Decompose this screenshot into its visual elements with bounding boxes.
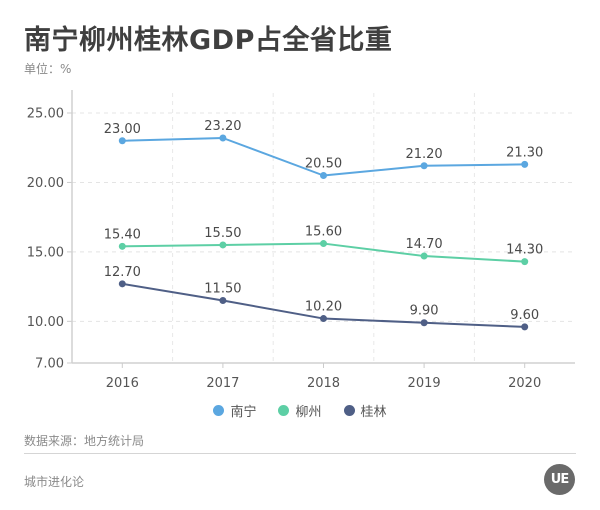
x-tick-label: 2019 xyxy=(408,376,441,391)
data-point xyxy=(118,280,126,288)
data-point xyxy=(118,242,126,250)
data-point xyxy=(521,160,529,168)
x-tick-label: 2020 xyxy=(508,376,541,391)
data-point xyxy=(219,134,227,142)
legend-dot-icon xyxy=(213,405,225,416)
unit-label: 单位：% xyxy=(24,62,72,76)
data-point xyxy=(320,315,327,323)
y-tick-label: 20.00 xyxy=(27,176,64,191)
x-tick-label: 2018 xyxy=(307,376,340,391)
data-label: 10.20 xyxy=(305,300,342,315)
data-point xyxy=(219,241,227,249)
legend-item[interactable]: 南宁 xyxy=(213,401,256,420)
data-point xyxy=(420,252,428,260)
y-tick-label: 10.00 xyxy=(27,315,64,330)
data-label: 11.50 xyxy=(204,282,241,297)
legend-label: 南宁 xyxy=(230,405,257,420)
chart-title: 南宁柳州桂林GDP占全省比重 xyxy=(24,25,393,56)
data-label: 9.90 xyxy=(410,304,439,319)
y-tick-label: 15.00 xyxy=(27,245,64,260)
data-point xyxy=(219,297,227,304)
data-label: 21.30 xyxy=(506,145,543,160)
legend-label: 柳州 xyxy=(295,405,322,420)
footer-divider xyxy=(24,453,576,454)
data-label: 14.30 xyxy=(506,243,543,258)
data-label: 21.20 xyxy=(405,147,442,162)
data-label: 9.60 xyxy=(510,308,539,323)
legend-item[interactable]: 柳州 xyxy=(278,401,322,420)
legend: 南宁 柳州 桂林 xyxy=(0,401,600,420)
data-label: 20.50 xyxy=(305,157,342,172)
line-chart: 7.00 10.00 15.00 20.00 25.00 2016 2017 2018 2019… xyxy=(27,90,575,391)
legend-dot-icon xyxy=(278,405,290,416)
data-label: 23.20 xyxy=(204,119,241,134)
legend-label: 桂林 xyxy=(360,405,387,420)
data-point xyxy=(521,258,529,266)
data-label: 15.60 xyxy=(305,225,342,240)
brand-name: 城市进化论 xyxy=(24,475,85,489)
x-tick-label: 2017 xyxy=(206,376,239,391)
legend-item[interactable]: 桂林 xyxy=(343,401,387,420)
data-label: 12.70 xyxy=(104,265,141,280)
data-label: 15.50 xyxy=(204,226,241,241)
data-point xyxy=(521,323,529,331)
data-source: 数据来源：地方统计局 xyxy=(24,434,145,448)
data-label: 23.00 xyxy=(104,122,141,137)
data-label: 15.40 xyxy=(104,227,141,242)
brand-logo-icon: UE xyxy=(544,464,575,495)
data-point xyxy=(320,172,327,179)
y-tick-label: 25.00 xyxy=(27,107,64,122)
data-point xyxy=(420,319,428,327)
legend-dot-icon xyxy=(343,405,355,416)
data-point xyxy=(320,240,327,248)
y-tick-label: 7.00 xyxy=(35,357,64,372)
data-point xyxy=(420,162,428,170)
data-point xyxy=(118,137,126,145)
data-label: 14.70 xyxy=(405,237,442,252)
x-tick-label: 2016 xyxy=(106,376,139,391)
